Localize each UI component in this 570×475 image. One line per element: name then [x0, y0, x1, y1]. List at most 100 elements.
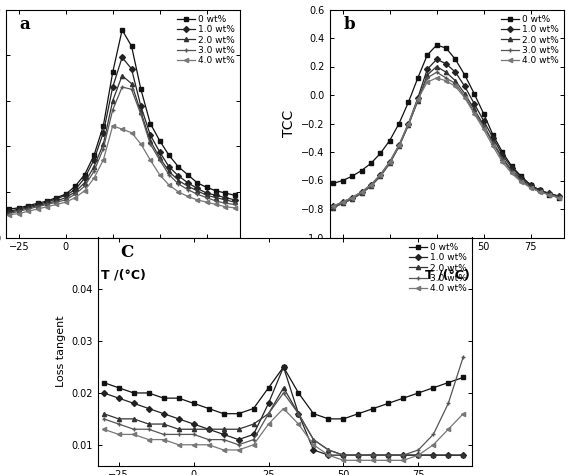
- 4.0 wt%: [194, 197, 201, 203]
- 3.0 wt%: [546, 192, 553, 198]
- 3.0 wt%: [310, 437, 317, 442]
- 3.0 wt%: [62, 197, 69, 203]
- 1.0 wt%: [295, 411, 302, 417]
- Line: 4.0 wt%: 4.0 wt%: [331, 76, 561, 208]
- 4.0 wt%: [156, 172, 163, 178]
- 3.0 wt%: [72, 191, 79, 197]
- 1.0 wt%: [205, 427, 212, 432]
- 1.0 wt%: [100, 130, 107, 135]
- 3.0 wt%: [128, 86, 135, 92]
- 2.0 wt%: [194, 188, 201, 194]
- 4.0 wt%: [415, 452, 422, 458]
- 0 wt%: [185, 172, 192, 178]
- 1.0 wt%: [405, 121, 412, 126]
- 1.0 wt%: [185, 180, 192, 186]
- 0 wt%: [445, 380, 452, 385]
- 3.0 wt%: [160, 432, 167, 437]
- 0 wt%: [385, 400, 392, 406]
- 0 wt%: [499, 149, 506, 155]
- 2.0 wt%: [131, 416, 137, 422]
- 3.0 wt%: [250, 437, 257, 442]
- 1.0 wt%: [160, 411, 167, 417]
- 3.0 wt%: [205, 437, 212, 442]
- 4.0 wt%: [310, 442, 317, 447]
- 3.0 wt%: [555, 195, 562, 200]
- 3.0 wt%: [358, 190, 365, 196]
- 2.0 wt%: [471, 106, 478, 112]
- 3.0 wt%: [508, 169, 515, 175]
- 3.0 wt%: [119, 84, 125, 90]
- 3.0 wt%: [430, 432, 437, 437]
- 1.0 wt%: [156, 149, 163, 155]
- 2.0 wt%: [100, 411, 107, 417]
- 4.0 wt%: [396, 142, 402, 148]
- 0 wt%: [100, 123, 107, 129]
- 0 wt%: [25, 203, 32, 209]
- 2.0 wt%: [145, 421, 152, 427]
- Line: 1.0 wt%: 1.0 wt%: [7, 55, 237, 213]
- 2.0 wt%: [115, 416, 122, 422]
- Line: 0 wt%: 0 wt%: [7, 28, 237, 211]
- 3.0 wt%: [377, 173, 384, 179]
- 2.0 wt%: [445, 452, 452, 458]
- 0 wt%: [377, 151, 384, 156]
- 2.0 wt%: [330, 205, 337, 210]
- 2.0 wt%: [414, 98, 421, 104]
- 1.0 wt%: [414, 95, 421, 101]
- 1.0 wt%: [499, 152, 506, 158]
- 1.0 wt%: [349, 195, 356, 200]
- 2.0 wt%: [91, 164, 97, 170]
- 0 wt%: [166, 152, 173, 158]
- 4.0 wt%: [452, 84, 459, 89]
- 0 wt%: [400, 395, 407, 401]
- 1.0 wt%: [109, 84, 116, 90]
- 4.0 wt%: [62, 200, 69, 205]
- 1.0 wt%: [6, 209, 13, 214]
- 4.0 wt%: [295, 421, 302, 427]
- Line: 4.0 wt%: 4.0 wt%: [101, 407, 465, 462]
- 2.0 wt%: [368, 183, 374, 189]
- 2.0 wt%: [25, 205, 32, 211]
- 2.0 wt%: [386, 161, 393, 166]
- 3.0 wt%: [386, 161, 393, 166]
- 1.0 wt%: [265, 400, 272, 406]
- 0 wt%: [461, 72, 468, 78]
- 3.0 wt%: [231, 201, 238, 207]
- 2.0 wt%: [433, 64, 440, 69]
- 0 wt%: [15, 205, 22, 211]
- 0 wt%: [325, 416, 332, 422]
- 2.0 wt%: [480, 122, 487, 128]
- 1.0 wt%: [15, 206, 22, 212]
- 2.0 wt%: [490, 139, 496, 145]
- 1.0 wt%: [115, 395, 122, 401]
- 1.0 wt%: [325, 452, 332, 458]
- 0 wt%: [250, 406, 257, 411]
- 1.0 wt%: [235, 437, 242, 442]
- 1.0 wt%: [81, 175, 88, 181]
- 3.0 wt%: [536, 189, 543, 195]
- Text: a: a: [20, 16, 31, 33]
- 4.0 wt%: [340, 457, 347, 463]
- 0 wt%: [518, 173, 524, 179]
- 0 wt%: [424, 52, 431, 58]
- 3.0 wt%: [190, 432, 197, 437]
- 3.0 wt%: [415, 447, 422, 453]
- 4.0 wt%: [25, 209, 32, 214]
- 2.0 wt%: [220, 427, 227, 432]
- 2.0 wt%: [205, 427, 212, 432]
- 3.0 wt%: [499, 156, 506, 162]
- 0 wt%: [370, 406, 377, 411]
- 4.0 wt%: [555, 195, 562, 200]
- 2.0 wt%: [43, 200, 50, 206]
- 4.0 wt%: [205, 442, 212, 447]
- 0 wt%: [91, 152, 97, 158]
- 1.0 wt%: [222, 195, 229, 200]
- 4.0 wt%: [280, 406, 287, 411]
- 4.0 wt%: [137, 141, 144, 147]
- 3.0 wt%: [339, 200, 346, 206]
- 2.0 wt%: [280, 385, 287, 390]
- 4.0 wt%: [145, 437, 152, 442]
- 4.0 wt%: [490, 143, 496, 149]
- 2.0 wt%: [265, 411, 272, 417]
- 1.0 wt%: [442, 61, 449, 67]
